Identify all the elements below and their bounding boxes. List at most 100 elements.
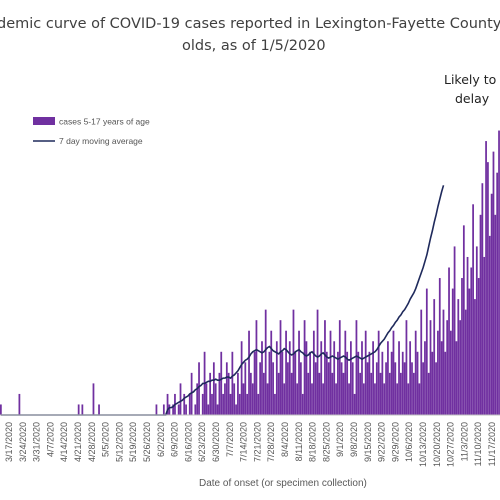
case-bar	[211, 393, 213, 415]
case-bar	[448, 267, 450, 415]
case-bar	[238, 393, 241, 415]
legend-line-label: 7 day moving average	[59, 136, 143, 146]
case-bar	[248, 330, 250, 415]
case-bar	[370, 372, 373, 415]
case-bar	[346, 351, 349, 415]
case-bar	[396, 383, 399, 415]
case-bar	[255, 320, 258, 415]
case-bar	[242, 383, 245, 415]
case-bar	[294, 351, 297, 415]
case-bar	[162, 404, 165, 415]
case-bar	[414, 330, 417, 415]
case-bar	[290, 372, 293, 415]
case-bar	[155, 404, 158, 415]
x-tick-label: 8/18/2020	[308, 422, 318, 462]
case-bar	[427, 372, 430, 415]
case-bar	[457, 299, 460, 415]
case-bar	[394, 362, 397, 415]
case-bar	[442, 309, 445, 415]
case-bar	[487, 162, 489, 415]
case-bar	[303, 320, 306, 415]
case-bar	[472, 204, 474, 415]
x-tick-label: 10/20/2020	[432, 422, 442, 467]
x-tick-label: 11/10/2020	[473, 422, 483, 466]
case-bar	[201, 393, 204, 415]
x-axis-label: Date of onset (or specimen collection)	[199, 478, 367, 489]
case-bar	[450, 330, 452, 415]
x-tick-label: 8/25/2020	[321, 422, 331, 462]
case-bar	[179, 383, 182, 415]
case-bar	[218, 372, 221, 415]
case-bar	[400, 372, 402, 415]
case-bar	[342, 372, 345, 415]
x-tick-label: 7/14/2020	[239, 422, 249, 462]
legend-bar-swatch	[33, 117, 55, 125]
case-bar	[357, 351, 360, 415]
x-tick-label: 7/7/2020	[225, 422, 235, 457]
case-bar	[196, 383, 199, 415]
case-bar	[340, 362, 343, 415]
x-tick-label: 6/16/2020	[183, 422, 193, 462]
case-bar	[188, 393, 191, 415]
case-bar	[312, 330, 315, 415]
case-bar	[246, 393, 249, 415]
case-bar	[431, 351, 434, 415]
case-bar	[274, 393, 276, 415]
case-bar	[279, 320, 282, 415]
case-bar	[350, 341, 352, 415]
x-tick-label: 6/23/2020	[197, 422, 207, 462]
x-tick-label: 8/11/2020	[294, 422, 304, 461]
case-bar	[422, 362, 424, 415]
case-bar	[403, 362, 406, 415]
case-bar	[475, 246, 478, 415]
case-bar	[224, 383, 226, 415]
case-bar	[216, 404, 219, 415]
case-bar	[361, 341, 363, 415]
case-bar	[388, 372, 391, 415]
case-bar	[0, 404, 2, 415]
x-tick-label: 9/8/2020	[349, 422, 359, 457]
case-bar	[327, 362, 330, 415]
case-bar	[311, 383, 313, 415]
case-bar	[307, 372, 310, 415]
x-tick-label: 5/5/2020	[101, 422, 111, 457]
case-bar	[435, 362, 437, 415]
case-bar	[18, 393, 21, 415]
case-bar	[335, 383, 337, 415]
chart-title-line1: demic curve of COVID-19 cases reported i…	[0, 16, 500, 32]
case-bar	[98, 404, 100, 415]
case-bar	[364, 330, 367, 415]
case-bar	[320, 341, 323, 415]
x-tick-label: 5/12/2020	[114, 422, 124, 462]
case-bar	[229, 393, 232, 415]
case-bar	[222, 393, 224, 415]
case-bar	[466, 256, 469, 415]
case-bar	[166, 393, 169, 415]
case-bar	[485, 141, 487, 415]
case-bar	[437, 330, 439, 415]
x-tick-label: 4/21/2020	[73, 422, 83, 462]
case-bar	[220, 351, 223, 415]
case-bar	[194, 404, 197, 415]
x-tick-label: 10/27/2020	[446, 422, 456, 467]
case-bar	[296, 383, 299, 415]
case-bar	[305, 341, 308, 415]
x-tick-label: 9/22/2020	[377, 422, 387, 462]
case-bar	[377, 330, 380, 415]
case-bar	[314, 362, 317, 415]
case-bar	[264, 309, 267, 415]
chart-title-line2: olds, as of 1/5/2020	[182, 38, 326, 54]
case-bar	[261, 341, 263, 415]
case-bar	[416, 351, 419, 415]
case-bar	[333, 341, 336, 415]
case-bar	[372, 341, 374, 415]
case-bar	[301, 393, 304, 415]
x-tick-label: 6/2/2020	[156, 422, 166, 457]
case-bar	[324, 320, 326, 415]
case-bar	[329, 330, 332, 415]
case-bar	[420, 309, 423, 415]
case-bar	[479, 214, 482, 415]
case-bar	[462, 225, 465, 415]
case-bar	[300, 362, 302, 415]
